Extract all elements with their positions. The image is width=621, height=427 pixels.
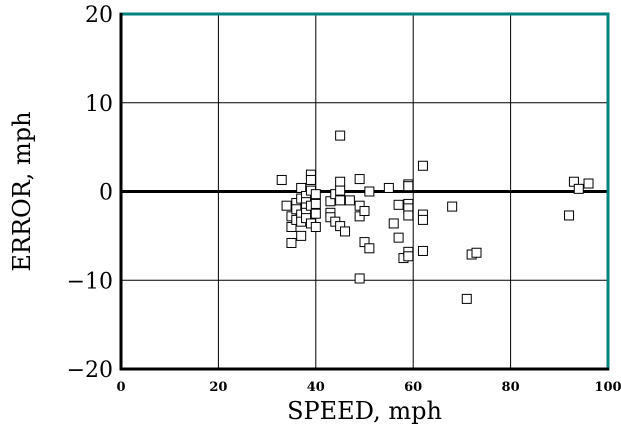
y-tick-label: 10 — [85, 92, 113, 117]
y-tick-label: −10 — [67, 269, 113, 294]
y-tick-label: −20 — [67, 358, 113, 383]
data-point — [403, 251, 414, 262]
data-point — [310, 208, 321, 219]
data-point — [393, 199, 404, 210]
data-point — [335, 185, 346, 196]
x-tick-label: 0 — [116, 380, 125, 395]
data-point — [564, 210, 575, 221]
x-tick-label: 80 — [502, 380, 520, 395]
data-point — [310, 189, 321, 200]
data-point — [461, 293, 472, 304]
data-point — [383, 182, 394, 193]
y-tick-labels: −20 −10 0 10 20 — [67, 3, 113, 383]
y-axis-label: ERROR, mph — [8, 111, 36, 271]
data-point — [335, 130, 346, 141]
y-tick-label: 20 — [85, 3, 113, 28]
data-point — [335, 195, 346, 206]
data-point — [403, 181, 414, 192]
x-axis-label: SPEED, mph — [287, 397, 442, 425]
x-tick-labels: 0 20 40 60 80 100 — [116, 380, 621, 395]
x-tick-label: 60 — [404, 380, 422, 395]
data-point — [340, 226, 351, 237]
data-point — [403, 210, 414, 221]
x-tick-label: 40 — [307, 380, 325, 395]
data-point — [583, 178, 594, 189]
data-point — [447, 201, 458, 212]
x-tick-label: 20 — [209, 380, 227, 395]
data-point — [296, 230, 307, 241]
data-point — [417, 245, 428, 256]
data-point — [354, 174, 365, 185]
data-point — [305, 174, 316, 185]
data-point — [344, 195, 355, 206]
data-point — [359, 206, 370, 217]
data-point — [335, 176, 346, 187]
data-point — [573, 183, 584, 194]
data-point — [471, 247, 482, 258]
x-tick-label: 100 — [594, 380, 621, 395]
data-point — [364, 186, 375, 197]
data-point — [417, 214, 428, 225]
data-point — [281, 200, 292, 211]
data-point — [417, 160, 428, 171]
y-tick-label: 0 — [99, 181, 113, 206]
data-point — [276, 174, 287, 185]
data-point — [388, 218, 399, 229]
data-point — [354, 273, 365, 284]
data-point — [393, 232, 404, 243]
data-points — [276, 130, 594, 304]
data-point — [286, 237, 297, 248]
data-point — [364, 243, 375, 254]
data-point — [310, 198, 321, 209]
data-point — [310, 222, 321, 232]
